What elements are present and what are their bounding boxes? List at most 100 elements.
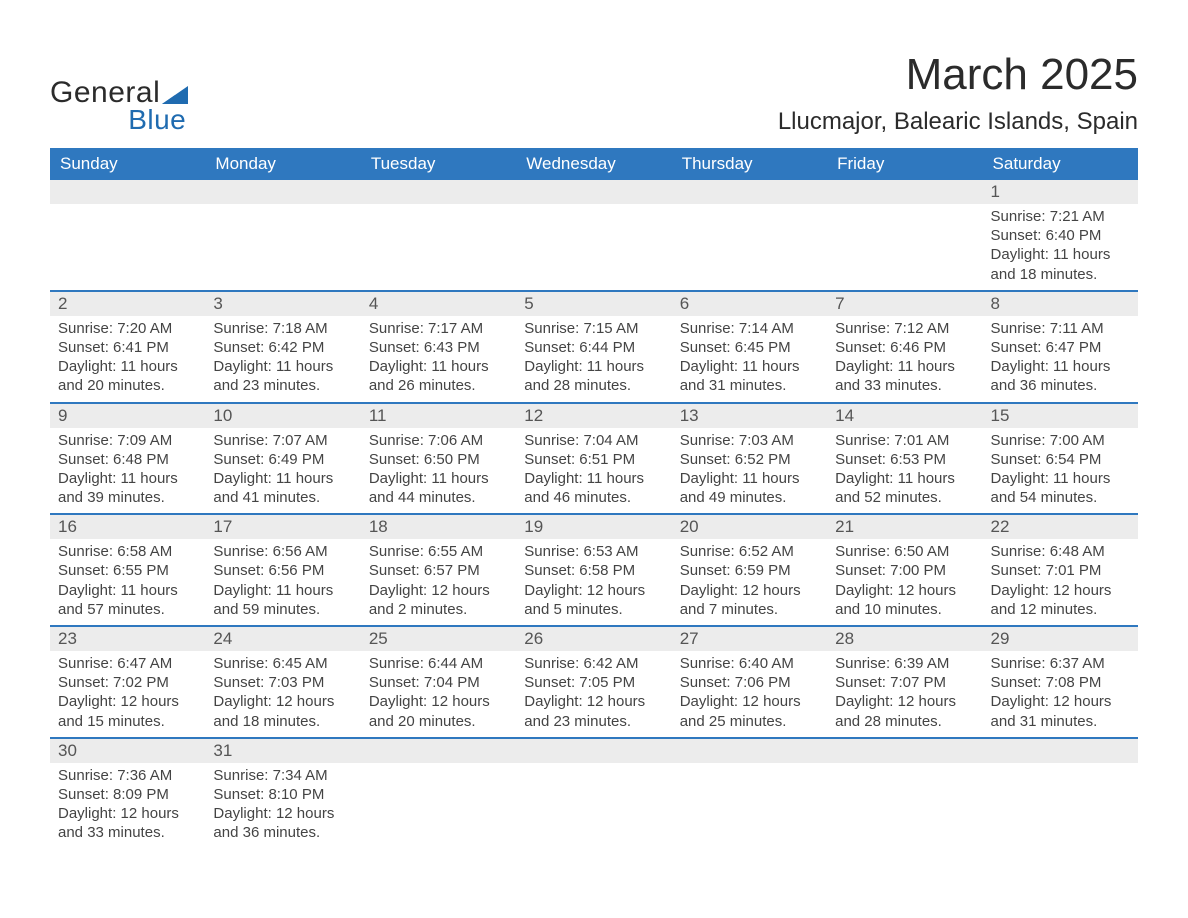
sunset-line: Sunset: 6:54 PM — [991, 450, 1130, 469]
sunrise-line: Sunrise: 6:40 AM — [680, 654, 819, 673]
day-number — [361, 737, 516, 763]
sunrise-line: Sunrise: 7:21 AM — [991, 207, 1130, 226]
day-content-row: Sunrise: 7:36 AMSunset: 8:09 PMDaylight:… — [50, 763, 1138, 849]
daylight-line: Daylight: 11 hours and 31 minutes. — [680, 357, 819, 395]
day-cell: Sunrise: 7:00 AMSunset: 6:54 PMDaylight:… — [983, 428, 1138, 514]
day-cell: Sunrise: 6:40 AMSunset: 7:06 PMDaylight:… — [672, 651, 827, 737]
daynum-row: 9101112131415 — [50, 402, 1138, 428]
sunrise-line: Sunrise: 7:01 AM — [835, 431, 974, 450]
brand-logo: General Blue — [50, 76, 188, 136]
sunset-line: Sunset: 7:02 PM — [58, 673, 197, 692]
sunset-line: Sunset: 6:40 PM — [991, 226, 1130, 245]
daynum-row: 2345678 — [50, 290, 1138, 316]
day-number: 16 — [50, 513, 205, 539]
day-cell: Sunrise: 6:44 AMSunset: 7:04 PMDaylight:… — [361, 651, 516, 737]
day-number: 23 — [50, 625, 205, 651]
day-cell — [361, 763, 516, 823]
day-cell: Sunrise: 7:15 AMSunset: 6:44 PMDaylight:… — [516, 316, 671, 402]
daylight-line: Daylight: 11 hours and 57 minutes. — [58, 581, 197, 619]
daylight-line: Daylight: 11 hours and 39 minutes. — [58, 469, 197, 507]
day-number — [672, 180, 827, 204]
daylight-line: Daylight: 12 hours and 18 minutes. — [213, 692, 352, 730]
day-number: 20 — [672, 513, 827, 539]
daylight-line: Daylight: 11 hours and 49 minutes. — [680, 469, 819, 507]
weekday-header: Thursday — [672, 148, 827, 180]
day-number: 2 — [50, 290, 205, 316]
day-number: 31 — [205, 737, 360, 763]
day-number: 11 — [361, 402, 516, 428]
day-cell: Sunrise: 7:04 AMSunset: 6:51 PMDaylight:… — [516, 428, 671, 514]
day-cell: Sunrise: 6:48 AMSunset: 7:01 PMDaylight:… — [983, 539, 1138, 625]
weekday-header: Tuesday — [361, 148, 516, 180]
daylight-line: Daylight: 11 hours and 41 minutes. — [213, 469, 352, 507]
day-number — [516, 737, 671, 763]
daylight-line: Daylight: 11 hours and 52 minutes. — [835, 469, 974, 507]
sunrise-line: Sunrise: 7:09 AM — [58, 431, 197, 450]
day-number — [672, 737, 827, 763]
daylight-line: Daylight: 12 hours and 10 minutes. — [835, 581, 974, 619]
sunset-line: Sunset: 8:10 PM — [213, 785, 352, 804]
sunset-line: Sunset: 6:41 PM — [58, 338, 197, 357]
day-cell: Sunrise: 6:42 AMSunset: 7:05 PMDaylight:… — [516, 651, 671, 737]
sunset-line: Sunset: 6:55 PM — [58, 561, 197, 580]
sunrise-line: Sunrise: 7:11 AM — [991, 319, 1130, 338]
day-number: 9 — [50, 402, 205, 428]
day-cell: Sunrise: 7:07 AMSunset: 6:49 PMDaylight:… — [205, 428, 360, 514]
day-cell: Sunrise: 6:58 AMSunset: 6:55 PMDaylight:… — [50, 539, 205, 625]
daylight-line: Daylight: 12 hours and 20 minutes. — [369, 692, 508, 730]
day-number: 6 — [672, 290, 827, 316]
sunrise-line: Sunrise: 6:58 AM — [58, 542, 197, 561]
sunset-line: Sunset: 6:49 PM — [213, 450, 352, 469]
day-cell — [361, 204, 516, 264]
daylight-line: Daylight: 11 hours and 28 minutes. — [524, 357, 663, 395]
sunset-line: Sunset: 6:42 PM — [213, 338, 352, 357]
daylight-line: Daylight: 11 hours and 20 minutes. — [58, 357, 197, 395]
sunrise-line: Sunrise: 6:37 AM — [991, 654, 1130, 673]
day-number: 21 — [827, 513, 982, 539]
day-number — [827, 737, 982, 763]
day-cell — [516, 204, 671, 264]
day-number: 14 — [827, 402, 982, 428]
day-number — [50, 180, 205, 204]
day-cell: Sunrise: 7:01 AMSunset: 6:53 PMDaylight:… — [827, 428, 982, 514]
day-number — [983, 737, 1138, 763]
daylight-line: Daylight: 11 hours and 46 minutes. — [524, 469, 663, 507]
sunset-line: Sunset: 7:01 PM — [991, 561, 1130, 580]
sunset-line: Sunset: 6:59 PM — [680, 561, 819, 580]
day-number: 26 — [516, 625, 671, 651]
day-cell: Sunrise: 6:39 AMSunset: 7:07 PMDaylight:… — [827, 651, 982, 737]
sunrise-line: Sunrise: 6:45 AM — [213, 654, 352, 673]
day-number: 10 — [205, 402, 360, 428]
sunrise-line: Sunrise: 7:15 AM — [524, 319, 663, 338]
day-cell: Sunrise: 6:52 AMSunset: 6:59 PMDaylight:… — [672, 539, 827, 625]
day-number: 18 — [361, 513, 516, 539]
daylight-line: Daylight: 12 hours and 31 minutes. — [991, 692, 1130, 730]
day-content-row: Sunrise: 7:09 AMSunset: 6:48 PMDaylight:… — [50, 428, 1138, 514]
day-number: 22 — [983, 513, 1138, 539]
day-content-row: Sunrise: 6:58 AMSunset: 6:55 PMDaylight:… — [50, 539, 1138, 625]
day-number — [516, 180, 671, 204]
daylight-line: Daylight: 12 hours and 23 minutes. — [524, 692, 663, 730]
sunrise-line: Sunrise: 7:20 AM — [58, 319, 197, 338]
day-number — [827, 180, 982, 204]
day-content-row: Sunrise: 7:20 AMSunset: 6:41 PMDaylight:… — [50, 316, 1138, 402]
sunset-line: Sunset: 7:06 PM — [680, 673, 819, 692]
daylight-line: Daylight: 12 hours and 5 minutes. — [524, 581, 663, 619]
daylight-line: Daylight: 12 hours and 33 minutes. — [58, 804, 197, 842]
sunset-line: Sunset: 7:00 PM — [835, 561, 974, 580]
day-number: 7 — [827, 290, 982, 316]
sunrise-line: Sunrise: 6:52 AM — [680, 542, 819, 561]
page-header: General Blue March 2025 Llucmajor, Balea… — [50, 50, 1138, 142]
sunrise-line: Sunrise: 7:17 AM — [369, 319, 508, 338]
sunrise-line: Sunrise: 6:44 AM — [369, 654, 508, 673]
day-number: 15 — [983, 402, 1138, 428]
day-number: 4 — [361, 290, 516, 316]
daynum-row: 16171819202122 — [50, 513, 1138, 539]
day-cell — [672, 204, 827, 264]
day-cell — [672, 763, 827, 823]
day-cell — [205, 204, 360, 264]
day-cell: Sunrise: 7:36 AMSunset: 8:09 PMDaylight:… — [50, 763, 205, 849]
day-cell: Sunrise: 7:06 AMSunset: 6:50 PMDaylight:… — [361, 428, 516, 514]
sunrise-line: Sunrise: 7:03 AM — [680, 431, 819, 450]
sunset-line: Sunset: 6:43 PM — [369, 338, 508, 357]
